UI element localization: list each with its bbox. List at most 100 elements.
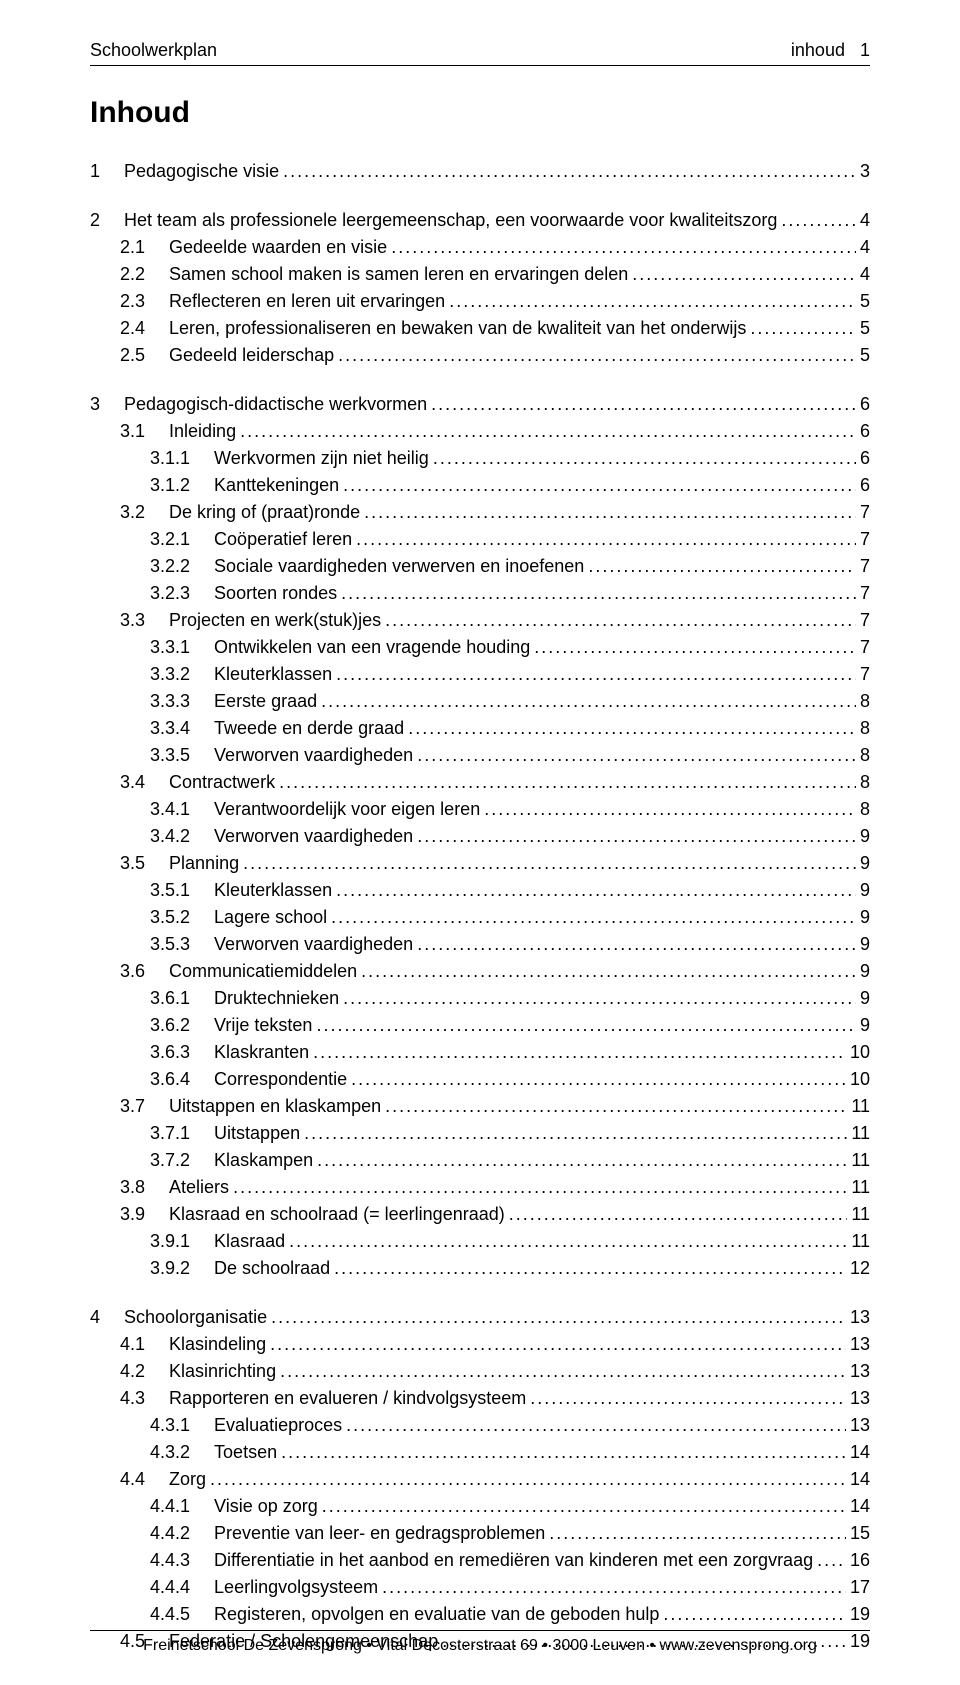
toc-entry[interactable]: 4.3Rapporteren en evalueren / kindvolgsy…	[90, 1385, 870, 1412]
toc-entry[interactable]: 2.4Leren, professionaliseren en bewaken …	[90, 315, 870, 342]
toc-label: Visie op zorg	[214, 1493, 318, 1520]
toc-entry[interactable]: 3.5Planning9	[90, 850, 870, 877]
toc-entry[interactable]: 4.3.1Evaluatieproces13	[90, 1412, 870, 1439]
footer-text: Freinetschool De Zevensprong • Vital Dec…	[90, 1637, 870, 1655]
toc-entry[interactable]: 2.5Gedeeld leiderschap5	[90, 342, 870, 369]
toc-entry[interactable]: 3.6.2Vrije teksten9	[90, 1012, 870, 1039]
toc-page-number: 9	[860, 823, 870, 850]
toc-entry[interactable]: 4.1Klasindeling13	[90, 1331, 870, 1358]
toc-number: 3.7.1	[150, 1120, 190, 1147]
toc-entry[interactable]: 4.4Zorg14	[90, 1466, 870, 1493]
toc-entry[interactable]: 4.4.4Leerlingvolgsysteem17	[90, 1574, 870, 1601]
toc-entry[interactable]: 3.2.2Sociale vaardigheden verwerven en i…	[90, 553, 870, 580]
toc-leader-dots	[281, 1439, 846, 1466]
toc-label: Evaluatieproces	[214, 1412, 342, 1439]
toc-entry[interactable]: 3.6.4Correspondentie10	[90, 1066, 870, 1093]
toc-label: Differentiatie in het aanbod en remediër…	[214, 1547, 813, 1574]
toc-number: 3.3.5	[150, 742, 190, 769]
toc-number: 3.2.2	[150, 553, 190, 580]
toc-entry[interactable]: 3.4Contractwerk8	[90, 769, 870, 796]
toc-number: 3.5	[120, 850, 145, 877]
toc-entry[interactable]: 3.3.4Tweede en derde graad8	[90, 715, 870, 742]
toc-entry[interactable]: 4.4.2Preventie van leer- en gedragsprobl…	[90, 1520, 870, 1547]
toc-entry[interactable]: 4.3.2Toetsen14	[90, 1439, 870, 1466]
toc-number: 2.5	[120, 342, 145, 369]
toc-number: 3.3.2	[150, 661, 190, 688]
toc-label: Klaskranten	[214, 1039, 309, 1066]
toc-entry[interactable]: 2Het team als professionele leergemeensc…	[90, 207, 870, 234]
toc-label: Toetsen	[214, 1439, 277, 1466]
toc-entry[interactable]: 3.4.2Verworven vaardigheden9	[90, 823, 870, 850]
toc-entry[interactable]: 3.3.5Verworven vaardigheden8	[90, 742, 870, 769]
toc-leader-dots	[663, 1601, 846, 1628]
toc-number: 3.3.3	[150, 688, 190, 715]
toc-entry[interactable]: 3.7.2Klaskampen11	[90, 1147, 870, 1174]
toc-entry[interactable]: 4.4.5Registeren, opvolgen en evaluatie v…	[90, 1601, 870, 1628]
toc-label: Lagere school	[214, 904, 327, 931]
document-page: Schoolwerkplan inhoud 1 Inhoud 1Pedagogi…	[0, 0, 960, 1685]
toc-page-number: 9	[860, 931, 870, 958]
toc-page-number: 6	[860, 391, 870, 418]
toc-leader-dots	[484, 796, 856, 823]
toc-entry[interactable]: 3.5.2Lagere school9	[90, 904, 870, 931]
toc-page-number: 13	[850, 1412, 870, 1439]
page-title: Inhoud	[90, 96, 870, 130]
toc-page-number: 8	[860, 769, 870, 796]
toc-label: Verantwoordelijk voor eigen leren	[214, 796, 480, 823]
toc-entry[interactable]: 4.4.1Visie op zorg14	[90, 1493, 870, 1520]
toc-entry[interactable]: 3.7.1Uitstappen11	[90, 1120, 870, 1147]
toc-entry[interactable]: 3.5.1Kleuterklassen9	[90, 877, 870, 904]
toc-entry[interactable]: 3.4.1Verantwoordelijk voor eigen leren8	[90, 796, 870, 823]
toc-entry[interactable]: 3.1.1Werkvormen zijn niet heilig6	[90, 445, 870, 472]
toc-entry[interactable]: 3.9.2De schoolraad12	[90, 1255, 870, 1282]
toc-leader-dots	[279, 769, 856, 796]
toc-entry[interactable]: 4.4.3Differentiatie in het aanbod en rem…	[90, 1547, 870, 1574]
toc-entry[interactable]: 3Pedagogisch-didactische werkvormen6	[90, 391, 870, 418]
toc-label: Gedeelde waarden en visie	[169, 234, 387, 261]
toc-label: Registeren, opvolgen en evaluatie van de…	[214, 1601, 659, 1628]
toc-entry[interactable]: 3.5.3Verworven vaardigheden9	[90, 931, 870, 958]
toc-leader-dots	[534, 634, 856, 661]
toc-leader-dots	[588, 553, 856, 580]
toc-entry[interactable]: 2.3Reflecteren en leren uit ervaringen5	[90, 288, 870, 315]
toc-label: Samen school maken is samen leren en erv…	[169, 261, 628, 288]
toc-entry[interactable]: 3.6.1Druktechnieken9	[90, 985, 870, 1012]
toc-entry[interactable]: 3.2.1Coöperatief leren7	[90, 526, 870, 553]
toc-number: 4	[90, 1304, 100, 1331]
toc-entry[interactable]: 3.9Klasraad en schoolraad (= leerlingenr…	[90, 1201, 870, 1228]
toc-page-number: 8	[860, 688, 870, 715]
toc-entry[interactable]: 3.2De kring of (praat)ronde7	[90, 499, 870, 526]
toc-entry[interactable]: 4Schoolorganisatie13	[90, 1304, 870, 1331]
toc-entry[interactable]: 3.3Projecten en werk(stuk)jes7	[90, 607, 870, 634]
toc-leader-dots	[343, 985, 856, 1012]
toc-entry[interactable]: 3.1.2Kanttekeningen6	[90, 472, 870, 499]
toc-entry[interactable]: 1Pedagogische visie3	[90, 158, 870, 185]
toc-label: Uitstappen	[214, 1120, 300, 1147]
toc-entry[interactable]: 2.2 Samen school maken is samen leren en …	[90, 261, 870, 288]
toc-leader-dots	[270, 1331, 846, 1358]
toc-entry[interactable]: 4.2Klasinrichting13	[90, 1358, 870, 1385]
toc-label: Kleuterklassen	[214, 661, 332, 688]
toc-entry[interactable]: 3.3.2Kleuterklassen7	[90, 661, 870, 688]
toc-entry[interactable]: 3.9.1Klasraad11	[90, 1228, 870, 1255]
toc-entry[interactable]: 2.1Gedeelde waarden en visie4	[90, 234, 870, 261]
toc-leader-dots	[304, 1120, 847, 1147]
toc-entry[interactable]: 3.8Ateliers11	[90, 1174, 870, 1201]
toc-page-number: 7	[860, 580, 870, 607]
toc-leader-dots	[334, 1255, 846, 1282]
toc-entry[interactable]: 3.3.3Eerste graad8	[90, 688, 870, 715]
toc-entry[interactable]: 3.3.1Ontwikkelen van een vragende houdin…	[90, 634, 870, 661]
toc-entry[interactable]: 3.7Uitstappen en klaskampen11	[90, 1093, 870, 1120]
toc-number: 3.1	[120, 418, 145, 445]
toc-page-number: 6	[860, 472, 870, 499]
toc-label: Ateliers	[169, 1174, 229, 1201]
toc-label: Ontwikkelen van een vragende houding	[214, 634, 530, 661]
toc-page-number: 3	[860, 158, 870, 185]
toc-label: De schoolraad	[214, 1255, 330, 1282]
toc-entry[interactable]: 3.2.3Soorten rondes7	[90, 580, 870, 607]
toc-entry[interactable]: 3.1Inleiding6	[90, 418, 870, 445]
toc-entry[interactable]: 3.6Communicatiemiddelen9	[90, 958, 870, 985]
toc-number: 2.2	[120, 261, 145, 288]
toc-leader-dots	[549, 1520, 846, 1547]
toc-entry[interactable]: 3.6.3Klaskranten10	[90, 1039, 870, 1066]
